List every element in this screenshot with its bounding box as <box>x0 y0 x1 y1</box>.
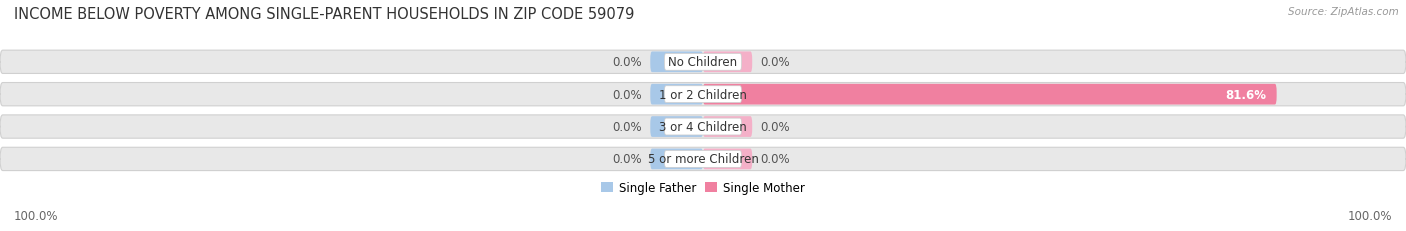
FancyBboxPatch shape <box>0 116 1406 139</box>
Text: 100.0%: 100.0% <box>1347 209 1392 222</box>
FancyBboxPatch shape <box>650 117 703 137</box>
Text: 5 or more Children: 5 or more Children <box>648 153 758 166</box>
Text: 0.0%: 0.0% <box>612 88 643 101</box>
Legend: Single Father, Single Mother: Single Father, Single Mother <box>596 177 810 199</box>
Text: Source: ZipAtlas.com: Source: ZipAtlas.com <box>1288 7 1399 17</box>
Text: 0.0%: 0.0% <box>761 153 790 166</box>
FancyBboxPatch shape <box>650 52 703 73</box>
Text: 1 or 2 Children: 1 or 2 Children <box>659 88 747 101</box>
Text: No Children: No Children <box>668 56 738 69</box>
Text: 0.0%: 0.0% <box>761 121 790 134</box>
FancyBboxPatch shape <box>665 119 742 135</box>
FancyBboxPatch shape <box>665 86 742 103</box>
Text: 0.0%: 0.0% <box>612 153 643 166</box>
Text: 3 or 4 Children: 3 or 4 Children <box>659 121 747 134</box>
FancyBboxPatch shape <box>0 148 1406 171</box>
FancyBboxPatch shape <box>665 54 742 71</box>
FancyBboxPatch shape <box>703 149 752 170</box>
FancyBboxPatch shape <box>703 85 1277 105</box>
FancyBboxPatch shape <box>703 117 752 137</box>
FancyBboxPatch shape <box>665 151 742 168</box>
Text: 0.0%: 0.0% <box>612 121 643 134</box>
Text: 0.0%: 0.0% <box>612 56 643 69</box>
FancyBboxPatch shape <box>650 85 703 105</box>
FancyBboxPatch shape <box>0 51 1406 74</box>
FancyBboxPatch shape <box>0 83 1406 106</box>
Text: INCOME BELOW POVERTY AMONG SINGLE-PARENT HOUSEHOLDS IN ZIP CODE 59079: INCOME BELOW POVERTY AMONG SINGLE-PARENT… <box>14 7 634 22</box>
FancyBboxPatch shape <box>650 149 703 170</box>
Text: 0.0%: 0.0% <box>761 56 790 69</box>
Text: 81.6%: 81.6% <box>1225 88 1267 101</box>
FancyBboxPatch shape <box>703 52 752 73</box>
Text: 100.0%: 100.0% <box>14 209 59 222</box>
